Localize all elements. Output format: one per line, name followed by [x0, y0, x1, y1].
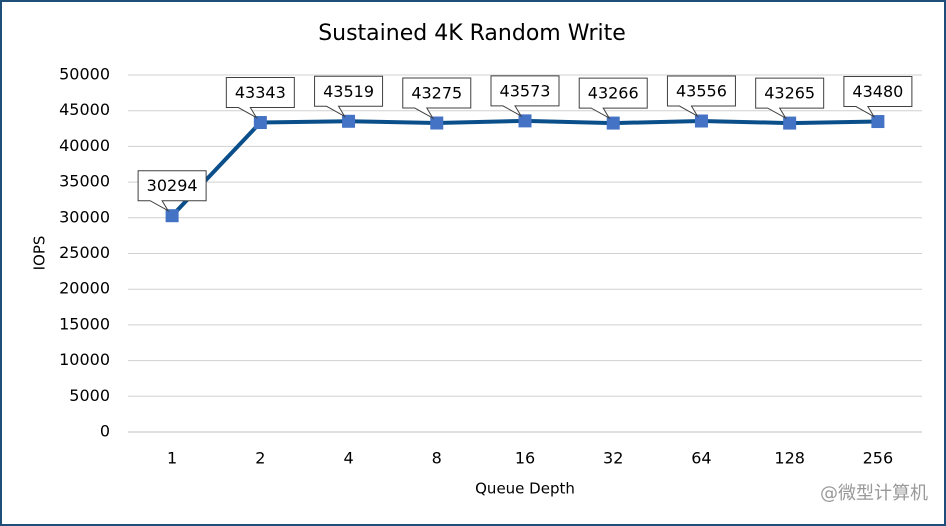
data-label: 43265	[764, 84, 815, 103]
y-tick-label: 30000	[59, 207, 110, 226]
marker	[606, 116, 620, 130]
y-tick-label: 15000	[59, 314, 110, 333]
x-axis-label: Queue Depth	[475, 480, 575, 498]
y-tick-label: 0	[100, 422, 110, 441]
x-tick-label: 256	[863, 449, 894, 468]
data-label: 43556	[676, 82, 727, 101]
y-tick-label: 45000	[59, 100, 110, 119]
marker	[430, 116, 444, 130]
marker	[694, 114, 708, 128]
y-axis-label: IOPS	[31, 236, 49, 271]
y-tick-label: 20000	[59, 279, 110, 298]
y-tick-label: 25000	[59, 243, 110, 262]
data-label: 43480	[852, 82, 903, 101]
data-label-box	[843, 76, 913, 118]
data-label: 43519	[323, 82, 374, 101]
data-label-box	[137, 170, 207, 213]
marker	[871, 115, 885, 129]
marker	[253, 116, 267, 130]
y-tick-label: 10000	[59, 350, 110, 369]
x-tick-label: 128	[774, 449, 805, 468]
marker	[342, 114, 356, 128]
x-tick-label: 2	[255, 449, 265, 468]
x-tick-label: 32	[603, 449, 623, 468]
data-label-box	[490, 75, 560, 118]
data-label-box	[666, 75, 736, 118]
watermark: @微型计算机	[820, 483, 928, 504]
chart-title: Sustained 4K Random Write	[318, 21, 626, 46]
marker	[165, 209, 179, 223]
data-label: 43343	[235, 83, 286, 102]
x-tick-label: 64	[691, 449, 711, 468]
marker	[783, 116, 797, 130]
y-tick-label: 5000	[69, 386, 110, 405]
data-label-box	[225, 77, 295, 119]
marker	[518, 114, 532, 128]
data-label-box	[402, 77, 472, 120]
y-tick-label: 50000	[59, 65, 110, 84]
x-tick-label: 4	[343, 449, 353, 468]
y-tick-label: 35000	[59, 172, 110, 191]
x-tick-label: 16	[515, 449, 535, 468]
x-tick-label: 1	[167, 449, 177, 468]
data-label: 43573	[500, 81, 551, 100]
data-label-box	[314, 75, 384, 118]
data-label-box	[578, 77, 648, 120]
data-label: 43275	[411, 84, 462, 103]
data-label-box	[755, 77, 825, 120]
x-tick-label: 8	[432, 449, 442, 468]
data-label: 30294	[147, 176, 198, 195]
y-tick-label: 40000	[59, 136, 110, 155]
data-label: 43266	[588, 84, 639, 103]
